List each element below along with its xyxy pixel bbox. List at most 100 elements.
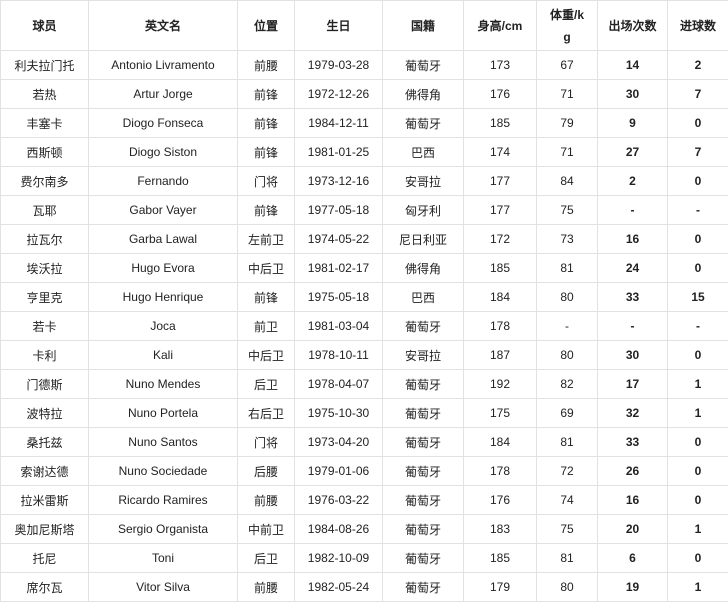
player-row: 席尔瓦 Vitor Silva 前腰 1982-05-24 葡萄牙 179 80 19 1 — [0, 572, 728, 602]
header-cell: 位置 — [237, 0, 295, 51]
cell: 1982-05-24 — [294, 572, 383, 602]
cell: 后卫 — [237, 369, 295, 399]
header-cell: 国籍 — [382, 0, 464, 51]
cell: 葡萄牙 — [382, 311, 464, 341]
cell: 14 — [597, 50, 668, 80]
cell: 16 — [597, 224, 668, 254]
cell: 拉米雷斯 — [0, 485, 89, 515]
cell: 1975-05-18 — [294, 282, 383, 312]
cell: 185 — [463, 543, 537, 573]
header-text: 国籍 — [410, 19, 435, 33]
cell: 前锋 — [237, 195, 295, 225]
cell: 前腰 — [237, 485, 295, 515]
cell: 82 — [536, 369, 598, 399]
header-cell: 球员 — [0, 0, 89, 51]
cell: 中后卫 — [237, 253, 295, 283]
cell: 佛得角 — [382, 79, 464, 109]
player-row: 利夫拉门托 Antonio Livramento 前腰 1979-03-28 葡萄牙 17… — [0, 50, 728, 80]
cell: 巴西 — [382, 137, 464, 167]
cell: 费尔南多 — [0, 166, 89, 196]
cell: 中前卫 — [237, 514, 295, 544]
cell: 0 — [667, 166, 728, 196]
cell: 74 — [536, 485, 598, 515]
cell: 1 — [667, 369, 728, 399]
cell: 葡萄牙 — [382, 50, 464, 80]
cell: - — [536, 311, 598, 341]
cell: 1975-10-30 — [294, 398, 383, 428]
cell: 192 — [463, 369, 537, 399]
cell: 0 — [667, 224, 728, 254]
cell: 67 — [536, 50, 598, 80]
cell: 2 — [667, 50, 728, 80]
cell: 左前卫 — [237, 224, 295, 254]
cell: 16 — [597, 485, 668, 515]
cell: 187 — [463, 340, 537, 370]
cell: 1978-10-11 — [294, 340, 383, 370]
cell: 后卫 — [237, 543, 295, 573]
cell: 1981-01-25 — [294, 137, 383, 167]
cell: 1977-05-18 — [294, 195, 383, 225]
cell: 葡萄牙 — [382, 543, 464, 573]
cell: 1972-12-26 — [294, 79, 383, 109]
player-row: 卡利 Kali 中后卫 1978-10-11 安哥拉 187 80 30 0 — [0, 340, 728, 370]
cell: 80 — [536, 572, 598, 602]
cell: 32 — [597, 398, 668, 428]
header-text: 出场次数 — [608, 19, 657, 33]
cell: 81 — [536, 543, 598, 573]
cell: Fernando — [88, 166, 238, 196]
cell: 184 — [463, 427, 537, 457]
cell: Vitor Silva — [88, 572, 238, 602]
cell: Nuno Sociedade — [88, 456, 238, 486]
cell: 72 — [536, 456, 598, 486]
cell: Nuno Mendes — [88, 369, 238, 399]
cell: 80 — [536, 282, 598, 312]
cell: 葡萄牙 — [382, 572, 464, 602]
cell: 17 — [597, 369, 668, 399]
cell: 1978-04-07 — [294, 369, 383, 399]
header-text: 身高/cm — [477, 19, 523, 33]
cell: 葡萄牙 — [382, 427, 464, 457]
player-row: 瓦耶 Gabor Vayer 前锋 1977-05-18 匈牙利 177 75- - — [0, 195, 728, 225]
cell: 前卫 — [237, 311, 295, 341]
cell: 0 — [667, 543, 728, 573]
cell: Kali — [88, 340, 238, 370]
header-cell: 体重/kg — [536, 0, 598, 51]
cell: 波特拉 — [0, 398, 89, 428]
cell: 176 — [463, 79, 537, 109]
cell: 175 — [463, 398, 537, 428]
player-row: 埃沃拉 Hugo Evora 中后卫 1981-02-17 佛得角 185 81 24 0 — [0, 253, 728, 283]
header-text: 体重/kg — [549, 7, 584, 44]
cell: 佛得角 — [382, 253, 464, 283]
cell: Sergio Organista — [88, 514, 238, 544]
cell: 0 — [667, 253, 728, 283]
cell: 1 — [667, 398, 728, 428]
cell: 7 — [667, 137, 728, 167]
cell: 179 — [463, 572, 537, 602]
cell: 1973-04-20 — [294, 427, 383, 457]
cell: Ricardo Ramires — [88, 485, 238, 515]
cell: 9 — [597, 108, 668, 138]
cell: - — [597, 311, 668, 341]
cell: 前锋 — [237, 282, 295, 312]
cell: 80 — [536, 340, 598, 370]
header-text: 球员 — [32, 19, 57, 33]
cell: 拉瓦尔 — [0, 224, 89, 254]
cell: 30 — [597, 79, 668, 109]
cell: 右后卫 — [237, 398, 295, 428]
cell: 匈牙利 — [382, 195, 464, 225]
player-row: 托尼 Toni 后卫 1982-10-09 葡萄牙 185 81 6 0 — [0, 543, 728, 573]
cell: 185 — [463, 253, 537, 283]
header-text: 位置 — [253, 19, 278, 33]
cell: 81 — [536, 253, 598, 283]
cell: 巴西 — [382, 282, 464, 312]
header-cell: 进球数 — [667, 0, 728, 51]
cell: 15 — [667, 282, 728, 312]
player-row: 若热 Artur Jorge 前锋 1972-12-26 佛得角 176 71 30 7 — [0, 79, 728, 109]
cell: 门将 — [237, 427, 295, 457]
cell: 利夫拉门托 — [0, 50, 89, 80]
header-cell: 生日 — [294, 0, 383, 51]
cell: 葡萄牙 — [382, 485, 464, 515]
cell: 178 — [463, 311, 537, 341]
